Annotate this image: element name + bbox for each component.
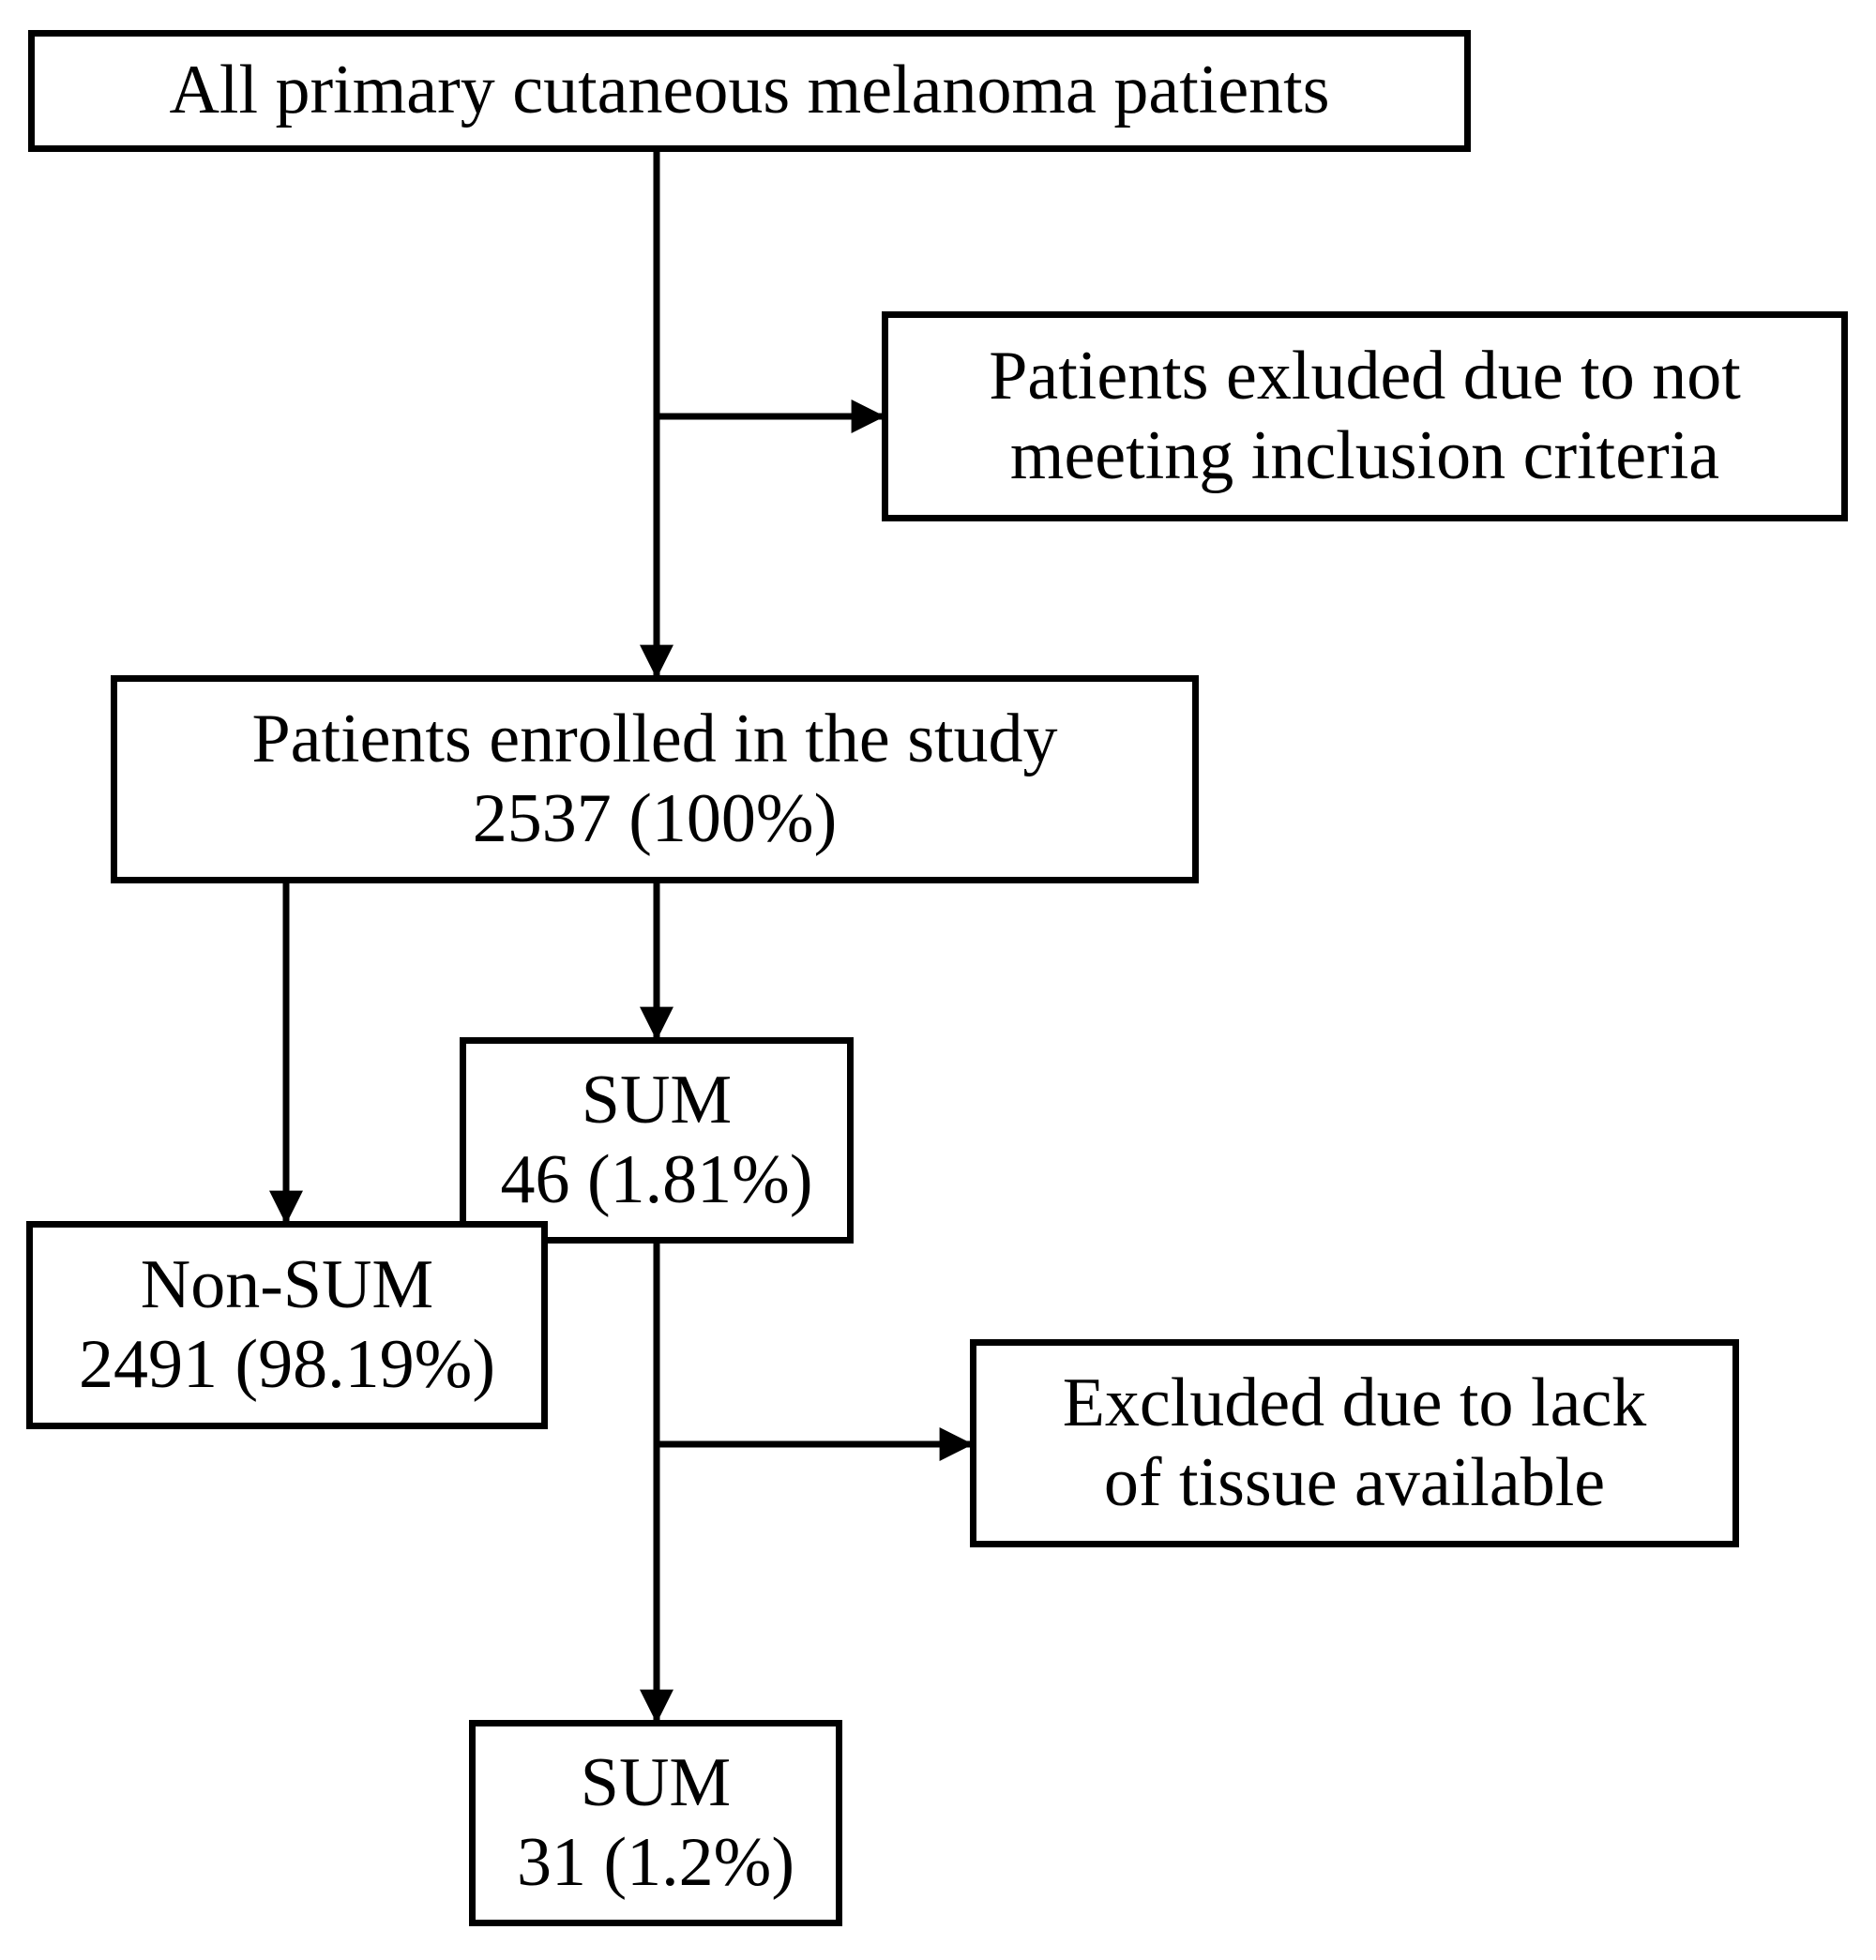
node-sum-initial: SUM 46 (1.81%) [460,1037,854,1244]
node-text: SUM [582,1061,732,1140]
node-text: 2537 (100%) [473,779,837,859]
flowchart-canvas: All primary cutaneous melanoma patients … [0,0,1876,1960]
connectors-layer [0,0,1876,1960]
node-text: of tissue available [1104,1443,1605,1523]
node-text: Patients exluded due to not [989,337,1741,416]
node-text: Excluded due to lack [1063,1364,1647,1443]
node-excluded-criteria: Patients exluded due to not meeting incl… [882,311,1848,521]
node-text: SUM [581,1743,731,1823]
node-text: Patients enrolled in the study [251,700,1057,779]
node-text: All primary cutaneous melanoma patients [169,51,1329,130]
node-text: 46 (1.81%) [501,1140,813,1220]
node-text: Non-SUM [141,1245,433,1325]
node-text: 31 (1.2%) [517,1823,794,1903]
node-text: meeting inclusion criteria [1010,416,1719,496]
node-non-sum: Non-SUM 2491 (98.19%) [26,1221,548,1429]
node-text: 2491 (98.19%) [79,1325,495,1405]
node-enrolled: Patients enrolled in the study 2537 (100… [111,675,1199,883]
node-excluded-tissue: Excluded due to lack of tissue available [970,1339,1739,1547]
node-all-patients: All primary cutaneous melanoma patients [28,30,1471,152]
node-sum-final: SUM 31 (1.2%) [469,1720,842,1926]
